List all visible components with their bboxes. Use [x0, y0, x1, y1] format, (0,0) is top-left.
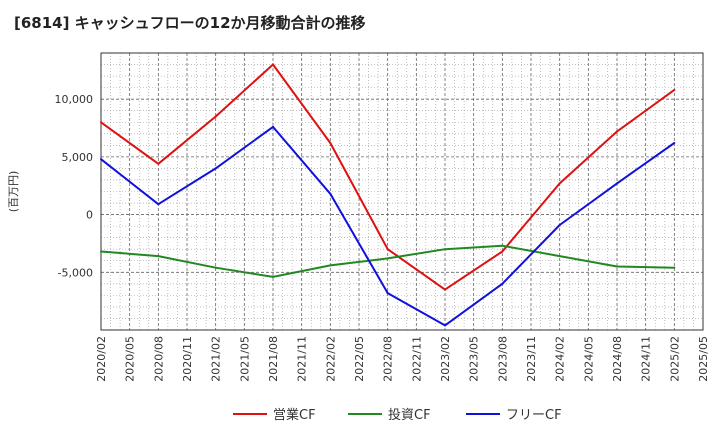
data-point	[272, 275, 274, 278]
x-tick-label: 2021/11	[296, 336, 309, 382]
data-point	[616, 130, 618, 133]
x-tick-label: 2021/08	[267, 336, 280, 382]
series-1	[100, 63, 676, 291]
legend: 営業CF 投資CF フリーCF	[233, 407, 562, 423]
x-tick-label: 2023/02	[439, 336, 452, 382]
data-point	[214, 167, 217, 170]
x-tick-label: 2020/11	[181, 336, 194, 382]
y-tick-label: -5,000	[58, 266, 93, 279]
x-tick-label: 2024/02	[554, 336, 567, 382]
data-point	[214, 266, 217, 269]
x-tick-label: 2023/11	[525, 336, 538, 382]
x-tick-label: 2023/05	[468, 336, 481, 382]
x-tick-label: 2020/02	[95, 336, 108, 382]
data-point	[673, 266, 676, 269]
legend-label: フリーCF	[506, 408, 562, 423]
y-axis-label: (百万円)	[7, 171, 20, 213]
data-point	[444, 248, 446, 251]
x-tick-label: 2021/02	[210, 336, 223, 382]
x-tick-label: 2023/08	[496, 336, 509, 382]
legend-label: 営業CF	[273, 407, 316, 423]
x-tick-label: 2025/02	[668, 336, 681, 382]
data-point	[558, 182, 561, 185]
data-point	[616, 182, 618, 185]
y-tick-label: 5,000	[62, 151, 94, 164]
x-tick-label: 2022/08	[382, 336, 395, 382]
x-tick-label: 2025/05	[697, 336, 710, 382]
data-point	[444, 288, 446, 291]
x-tick-label: 2021/05	[238, 336, 251, 382]
data-point	[214, 115, 217, 118]
x-tick-label: 2022/02	[324, 336, 337, 382]
data-point	[558, 223, 561, 226]
x-tick-label: 2024/11	[640, 336, 653, 382]
data-point	[272, 63, 274, 66]
data-point	[329, 192, 332, 195]
data-point	[157, 162, 160, 165]
data-point	[673, 142, 676, 145]
data-point	[558, 255, 561, 258]
data-point	[386, 292, 389, 295]
series-3	[100, 125, 676, 327]
data-point	[386, 248, 389, 251]
x-tick-label: 2024/08	[611, 336, 624, 382]
x-tick-label: 2024/05	[582, 336, 595, 382]
data-point	[100, 121, 102, 124]
x-tick-label: 2020/08	[152, 336, 165, 382]
plot-frame	[100, 52, 704, 331]
y-tick-label: 0	[86, 209, 93, 222]
legend-label: 投資CF	[388, 407, 431, 423]
data-point	[616, 265, 618, 268]
data-point	[329, 264, 332, 267]
series-2	[100, 244, 676, 278]
data-point	[501, 282, 504, 285]
data-point	[157, 203, 160, 206]
x-tick-label: 2022/05	[353, 336, 366, 382]
data-point	[444, 324, 446, 327]
data-point	[157, 255, 160, 258]
x-tick-label: 2020/05	[124, 336, 137, 382]
data-point	[100, 250, 102, 253]
data-point	[100, 158, 102, 161]
data-point	[272, 125, 274, 128]
y-tick-label: 10,000	[55, 93, 94, 106]
data-point	[386, 257, 389, 260]
data-point	[673, 88, 676, 91]
minor-grid	[101, 52, 703, 330]
data-point	[329, 142, 332, 145]
x-tick-label: 2022/11	[410, 336, 423, 382]
data-point	[501, 250, 504, 253]
chart-title: [6814] キャッシュフローの12か月移動合計の推移	[14, 14, 366, 32]
data-point	[501, 244, 504, 247]
